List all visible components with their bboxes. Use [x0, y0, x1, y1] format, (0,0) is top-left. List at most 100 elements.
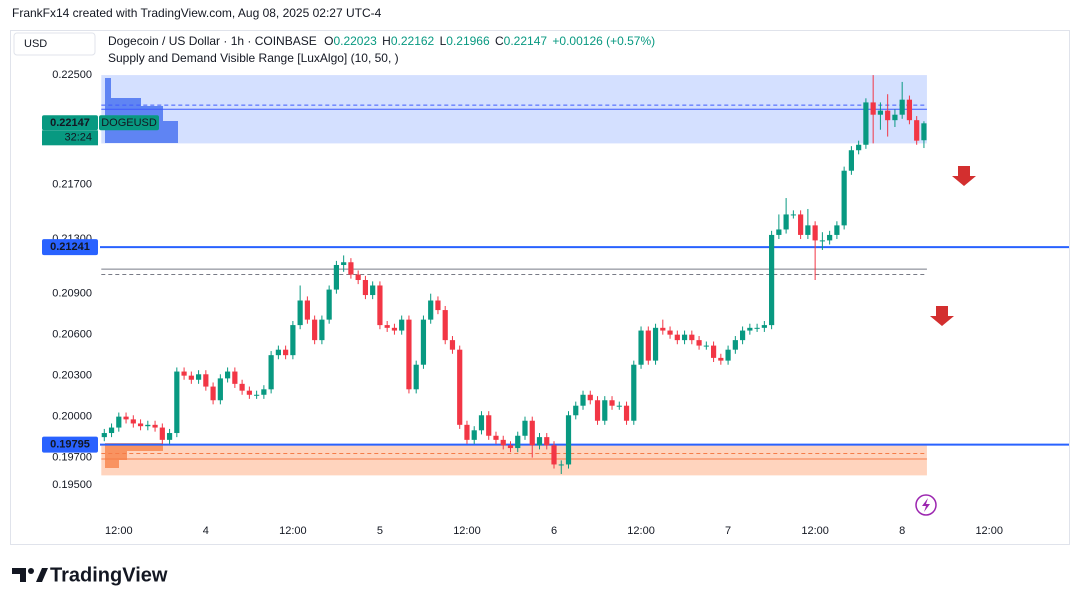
candle-body [725, 349, 731, 361]
y-tick-label: 0.19700 [52, 452, 92, 464]
chart-title: Dogecoin / US Dollar · 1h · COINBASE [108, 34, 317, 48]
candle-body [769, 234, 775, 326]
candle-body [500, 439, 506, 446]
x-tick-label: 12:00 [801, 525, 829, 537]
chart-frame [10, 30, 1070, 545]
candle-body [130, 419, 136, 424]
candle-body [312, 319, 318, 341]
candle-body [108, 427, 115, 434]
candle-body [478, 415, 485, 431]
candle-body [544, 437, 550, 446]
candle-body [391, 327, 398, 331]
candle-body [341, 262, 347, 265]
candle-body [594, 400, 601, 421]
candle-body [536, 437, 543, 446]
logo-mark [28, 568, 34, 574]
candle-body [522, 420, 528, 436]
x-tick-label: 12:00 [105, 525, 133, 537]
y-tick-label: 0.22500 [52, 69, 92, 81]
candle-body [210, 386, 216, 401]
y-tick-label: 0.20600 [52, 329, 92, 341]
candle-body [631, 364, 637, 421]
candle-body [783, 214, 789, 230]
x-tick-label: 12:00 [627, 525, 655, 537]
candle-body [703, 345, 709, 347]
candle-body [268, 355, 274, 390]
x-tick-label: 6 [551, 525, 557, 537]
candle-body [580, 394, 586, 406]
countdown-box [42, 130, 98, 146]
candle-body [638, 330, 644, 365]
candle-body [283, 349, 289, 356]
currency-box[interactable] [13, 32, 96, 56]
profile-bar [105, 451, 127, 460]
candle-body [812, 225, 818, 241]
candle-body [565, 415, 572, 465]
candle-body [159, 427, 165, 440]
down-arrow [930, 306, 954, 326]
level-label-box [42, 239, 98, 256]
candle-body [123, 416, 129, 420]
indicator-title: Supply and Demand Visible Range [LuxAlgo… [108, 51, 399, 65]
candle-body [362, 280, 369, 296]
candle-body [464, 424, 470, 440]
candle-body [834, 225, 840, 235]
candle-body [152, 424, 158, 428]
candle-body [275, 349, 281, 356]
candle-body [710, 345, 717, 358]
candle-body [529, 420, 535, 446]
profile-bar [105, 443, 163, 451]
h-value: 0.22162 [391, 34, 435, 48]
lightning-icon[interactable] [915, 494, 937, 516]
candle-body [848, 150, 854, 171]
candle-body [689, 334, 695, 341]
candle-body [507, 445, 514, 449]
candle-body [696, 340, 702, 346]
candle-body [101, 433, 107, 438]
candle-body [333, 264, 340, 290]
candle-body [442, 310, 448, 341]
candle-body [471, 430, 477, 440]
y-tick-label: 0.20000 [52, 411, 92, 423]
candle-body [399, 319, 405, 331]
candle-body [732, 340, 738, 350]
candle-body [877, 110, 884, 115]
candle-body [616, 405, 622, 407]
logo-mark [12, 568, 26, 582]
candle-body [623, 405, 630, 421]
candle-body [754, 327, 760, 329]
candle-body [660, 327, 666, 331]
candle-body [798, 214, 804, 235]
candle-body [435, 300, 441, 311]
candle-body [551, 445, 557, 465]
caption: FrankFx14 created with TradingView.com, … [12, 6, 382, 20]
y-tick-label: 0.20300 [52, 370, 92, 382]
c-value: 0.22147 [504, 34, 548, 48]
candle-body [304, 300, 310, 320]
candle-body [718, 357, 724, 361]
o-label: O [324, 34, 333, 48]
candle-body [261, 389, 267, 395]
candle-body [217, 378, 223, 401]
candle-body [870, 102, 876, 115]
candle-body [174, 371, 180, 434]
candle-body [558, 464, 564, 466]
change: +0.00126 (+0.57%) [552, 34, 655, 48]
candle-body [449, 340, 456, 350]
candle-body [863, 102, 869, 145]
x-tick-label: 8 [899, 525, 905, 537]
brand-logo [12, 568, 48, 582]
y-tick-label: 0.20900 [52, 288, 92, 300]
logo-mark [36, 568, 48, 582]
plot: 0.225000.217000.213000.209000.206000.203… [42, 69, 1069, 537]
currency[interactable]: USD [24, 38, 47, 50]
x-tick-label: 12:00 [975, 525, 1003, 537]
candle-body [674, 334, 680, 341]
candle-body [428, 300, 434, 320]
candle-body [645, 330, 651, 361]
candle-body [841, 170, 847, 226]
candle-body [225, 371, 231, 379]
candle-body [609, 400, 615, 406]
icon-bolt[interactable] [922, 498, 930, 512]
